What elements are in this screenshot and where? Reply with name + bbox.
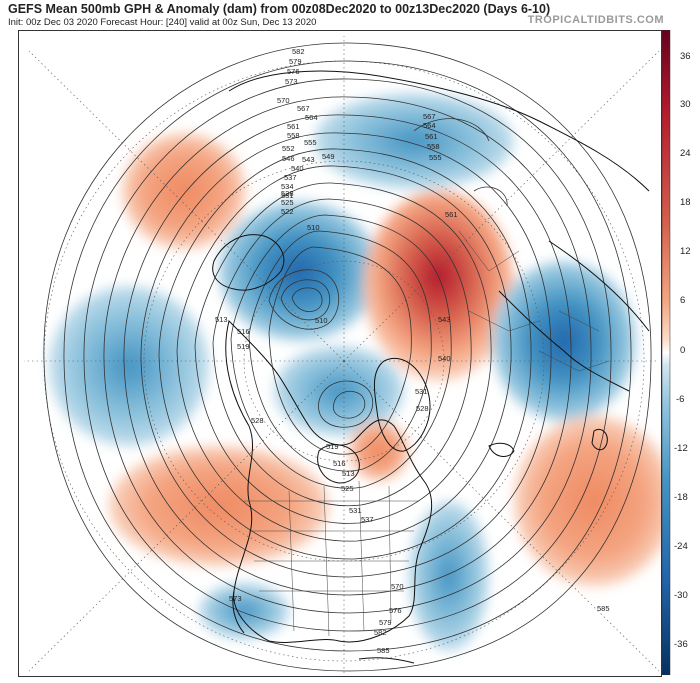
coastlines [212, 70, 650, 664]
map-canvas: 582 579 576 573 570 567 564 561 558 555 … [24, 36, 661, 676]
contour-label: 522 [281, 207, 294, 216]
colorbar-tick: 0 [680, 345, 685, 356]
contour-label: 582 [374, 628, 387, 637]
colorbar-canvas: 36 30 24 18 12 6 0 -6 -12 -18 -24 -30 -3… [662, 30, 691, 675]
contour-label: 510 [315, 316, 328, 325]
contour-label: 561 [425, 132, 438, 141]
colorbar-tick: 12 [680, 246, 691, 257]
anomaly-blue-hudson [274, 346, 404, 436]
map-subtitle: Init: 00z Dec 03 2020 Forecast Hour: [24… [8, 17, 317, 28]
contour-label: 513 [342, 469, 355, 478]
contour-label: 564 [305, 113, 318, 122]
anomaly-blue-europe [492, 261, 636, 421]
coast-eurasia [228, 70, 650, 392]
contour-label: 513 [215, 315, 228, 324]
contour-label: 519 [237, 342, 250, 351]
contour-label: 561 [445, 210, 458, 219]
colorbar-tick: 36 [680, 51, 691, 62]
contour-label: 567 [297, 104, 310, 113]
contour-label: 573 [229, 594, 242, 603]
coast-alaska [212, 234, 285, 291]
height-contours [43, 42, 652, 672]
contour-label: 558 [427, 142, 440, 151]
contour-label: 510 [307, 223, 320, 232]
colorbar-tick: -30 [674, 590, 688, 601]
contour-label: 534 [281, 182, 294, 191]
colorbar-tick: -12 [674, 443, 688, 454]
contour-label: 516 [333, 459, 346, 468]
anomaly-blue-atlantic [409, 501, 489, 651]
contour-label: 555 [304, 138, 317, 147]
anomaly-red-greenland [349, 421, 409, 481]
contour-label: 531 [349, 506, 362, 515]
map-panel: 582 579 576 573 570 567 564 561 558 555 … [18, 30, 662, 677]
contour-label: 582 [292, 47, 305, 56]
anomaly-blue-pacific [49, 286, 209, 446]
contour-label: 525 [281, 198, 294, 207]
contour-label: 573 [285, 77, 298, 86]
political-borders [244, 230, 610, 637]
contour-labels: 582 579 576 573 570 567 564 561 558 555 … [215, 47, 610, 655]
coast-north-america [225, 320, 433, 643]
coast-cuba [358, 657, 415, 664]
contour-label: 543 [438, 315, 451, 324]
coast-baja [232, 590, 245, 634]
contour-label: 537 [284, 173, 297, 182]
colorbar-legend: 36 30 24 18 12 6 0 -6 -12 -18 -24 -30 -3… [662, 30, 700, 675]
contour-label: 540 [438, 354, 451, 363]
contour-label: 579 [379, 618, 392, 627]
contour-label: 570 [277, 96, 290, 105]
colorbar-tick: -36 [674, 639, 688, 650]
header: GEFS Mean 500mb GPH & Anomaly (dam) from… [0, 0, 700, 30]
contour-label: 528 [251, 416, 264, 425]
brand-watermark: TROPICALTIDBITS.COM [527, 14, 664, 26]
colorbar-tick: 24 [680, 148, 691, 159]
anomaly-red-western-na [109, 446, 329, 566]
contour-label: 540 [291, 164, 304, 173]
contour-label: 576 [287, 67, 300, 76]
contour-label: 531 [281, 191, 294, 200]
contour-label: 558 [287, 131, 300, 140]
anomaly-red-siberia [364, 191, 514, 381]
anomaly-blue-southwest [199, 583, 289, 639]
contour-label: 555 [429, 153, 442, 162]
anomaly-blue-arctic [314, 93, 514, 189]
coast-iceland [488, 442, 515, 457]
contour-label: 561 [287, 122, 300, 131]
contour-label: 552 [282, 144, 295, 153]
contour-label: 537 [361, 515, 374, 524]
contour-label: 564 [423, 121, 436, 130]
contour-label: 585 [597, 604, 610, 613]
contour-label: 525 [341, 484, 354, 493]
contour-label: 570 [391, 582, 404, 591]
coast-hudson-bay [317, 444, 360, 484]
anomaly-shading [49, 93, 661, 651]
colorbar-ticks: 36 30 24 18 12 6 0 -6 -12 -18 -24 -30 -3… [674, 51, 691, 650]
contour-label: 528 [416, 404, 429, 413]
contour-label: 528 [281, 189, 294, 198]
colorbar-tick: -6 [676, 394, 684, 405]
contour-label: 576 [389, 606, 402, 615]
contour-label: 585 [377, 646, 390, 655]
colorbar-tick: 6 [680, 295, 685, 306]
contour-label: 516 [237, 327, 250, 336]
anomaly-red-atlantic-east [514, 416, 661, 586]
contour-label: 519 [326, 442, 339, 451]
anomaly-red-pacific-nw [122, 133, 246, 249]
contour-label: 579 [289, 57, 302, 66]
coast-greenland [373, 358, 431, 452]
coast-uk [591, 428, 608, 451]
contour-label: 543 [302, 155, 315, 164]
contour-label: 567 [423, 112, 436, 121]
contour-label: 549 [322, 152, 335, 161]
colorbar-gradient [662, 30, 671, 675]
contour-label: 531 [415, 387, 428, 396]
contour-label: 546 [282, 154, 295, 163]
colorbar-tick: 30 [680, 99, 691, 110]
colorbar-tick: 18 [680, 197, 691, 208]
colorbar-tick: -18 [674, 492, 688, 503]
colorbar-tick: -24 [674, 541, 688, 552]
map-title: GEFS Mean 500mb GPH & Anomaly (dam) from… [8, 2, 551, 16]
